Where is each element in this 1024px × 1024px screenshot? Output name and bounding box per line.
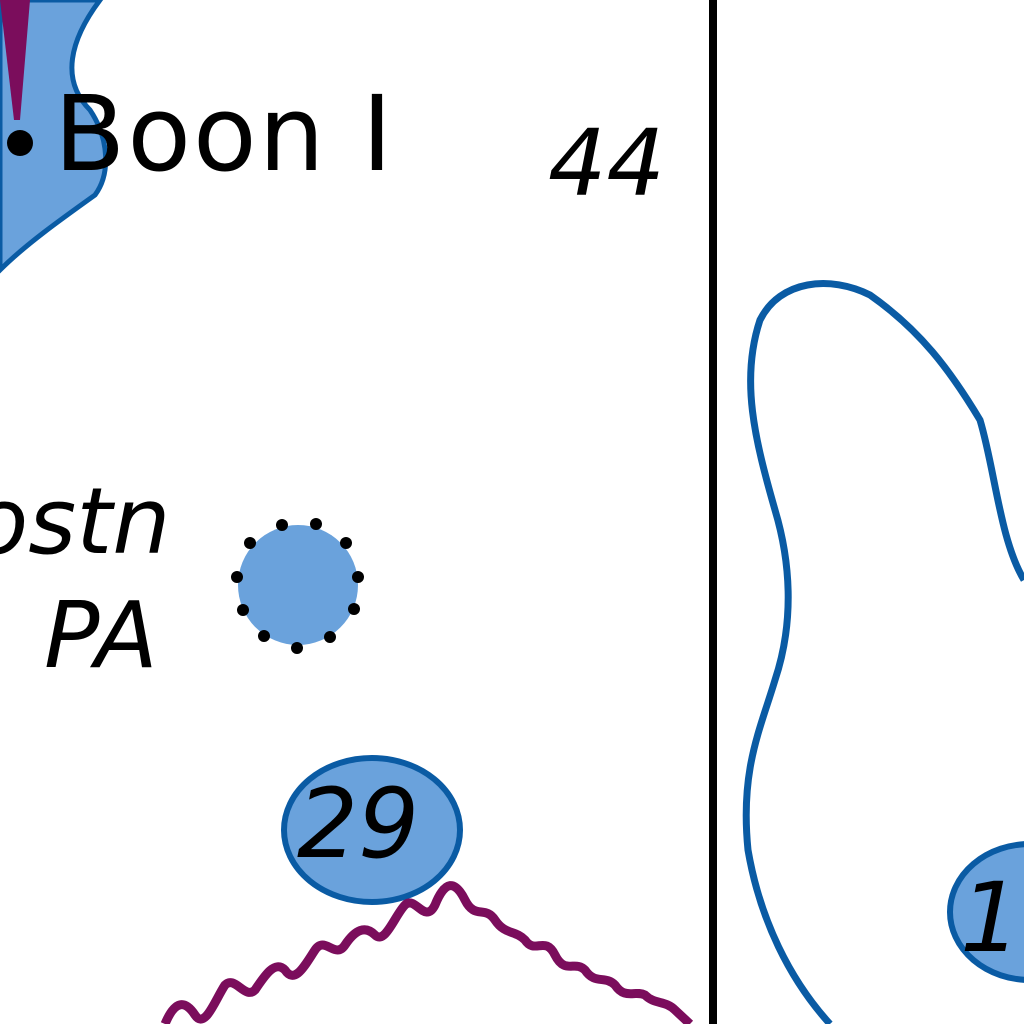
- beacon-mark: [0, 0, 30, 120]
- dotted-rock-area: [231, 518, 364, 654]
- position-note-top: ostn: [0, 468, 171, 575]
- island-name-label: Boon I: [54, 73, 395, 195]
- island-shoal-area: [0, 0, 109, 274]
- rock-19-circle: [947, 841, 1024, 983]
- rock-depth-19: 19: [960, 862, 1024, 974]
- depth-sounding-44: 44: [548, 110, 666, 217]
- rock-29-circle: [281, 755, 463, 905]
- island-position-dot: [7, 130, 33, 156]
- chart-border-line: [709, 0, 717, 1024]
- depth-contour: [742, 280, 1024, 1024]
- rock-depth-29: 29: [297, 768, 420, 880]
- position-note-bottom: PA: [44, 582, 158, 689]
- danger-line: [160, 881, 694, 1024]
